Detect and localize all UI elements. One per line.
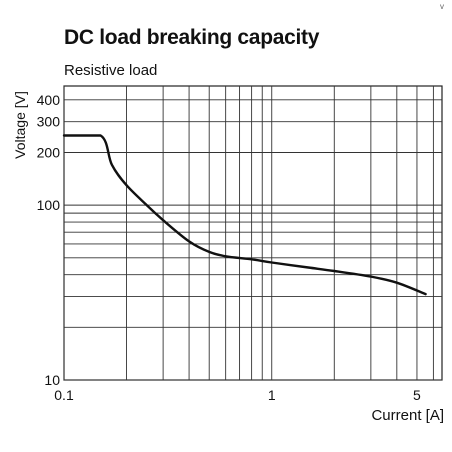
series-layer [62, 134, 427, 296]
y-tick-label: 10 [44, 372, 60, 388]
chart-subtitle: Resistive load [64, 62, 158, 79]
x-tick-label: 0.1 [54, 387, 74, 403]
grid [63, 85, 443, 381]
plot-frame [63, 85, 443, 381]
y-tick-label: 100 [37, 197, 61, 213]
corner-mark: v [440, 2, 444, 11]
y-tick-label: 400 [37, 92, 61, 108]
axis-ticks: 0.1 1 5 10 100 200 300 400 [37, 92, 421, 403]
y-tick-label: 300 [37, 114, 61, 130]
x-tick-label: 1 [268, 387, 276, 403]
y-tick-label: 200 [37, 144, 61, 160]
x-tick-label: 5 [413, 387, 421, 403]
breaking-capacity-curve [62, 134, 427, 296]
x-axis-label: Current [A] [371, 407, 444, 424]
chart-title: DC load breaking capacity [64, 26, 320, 49]
